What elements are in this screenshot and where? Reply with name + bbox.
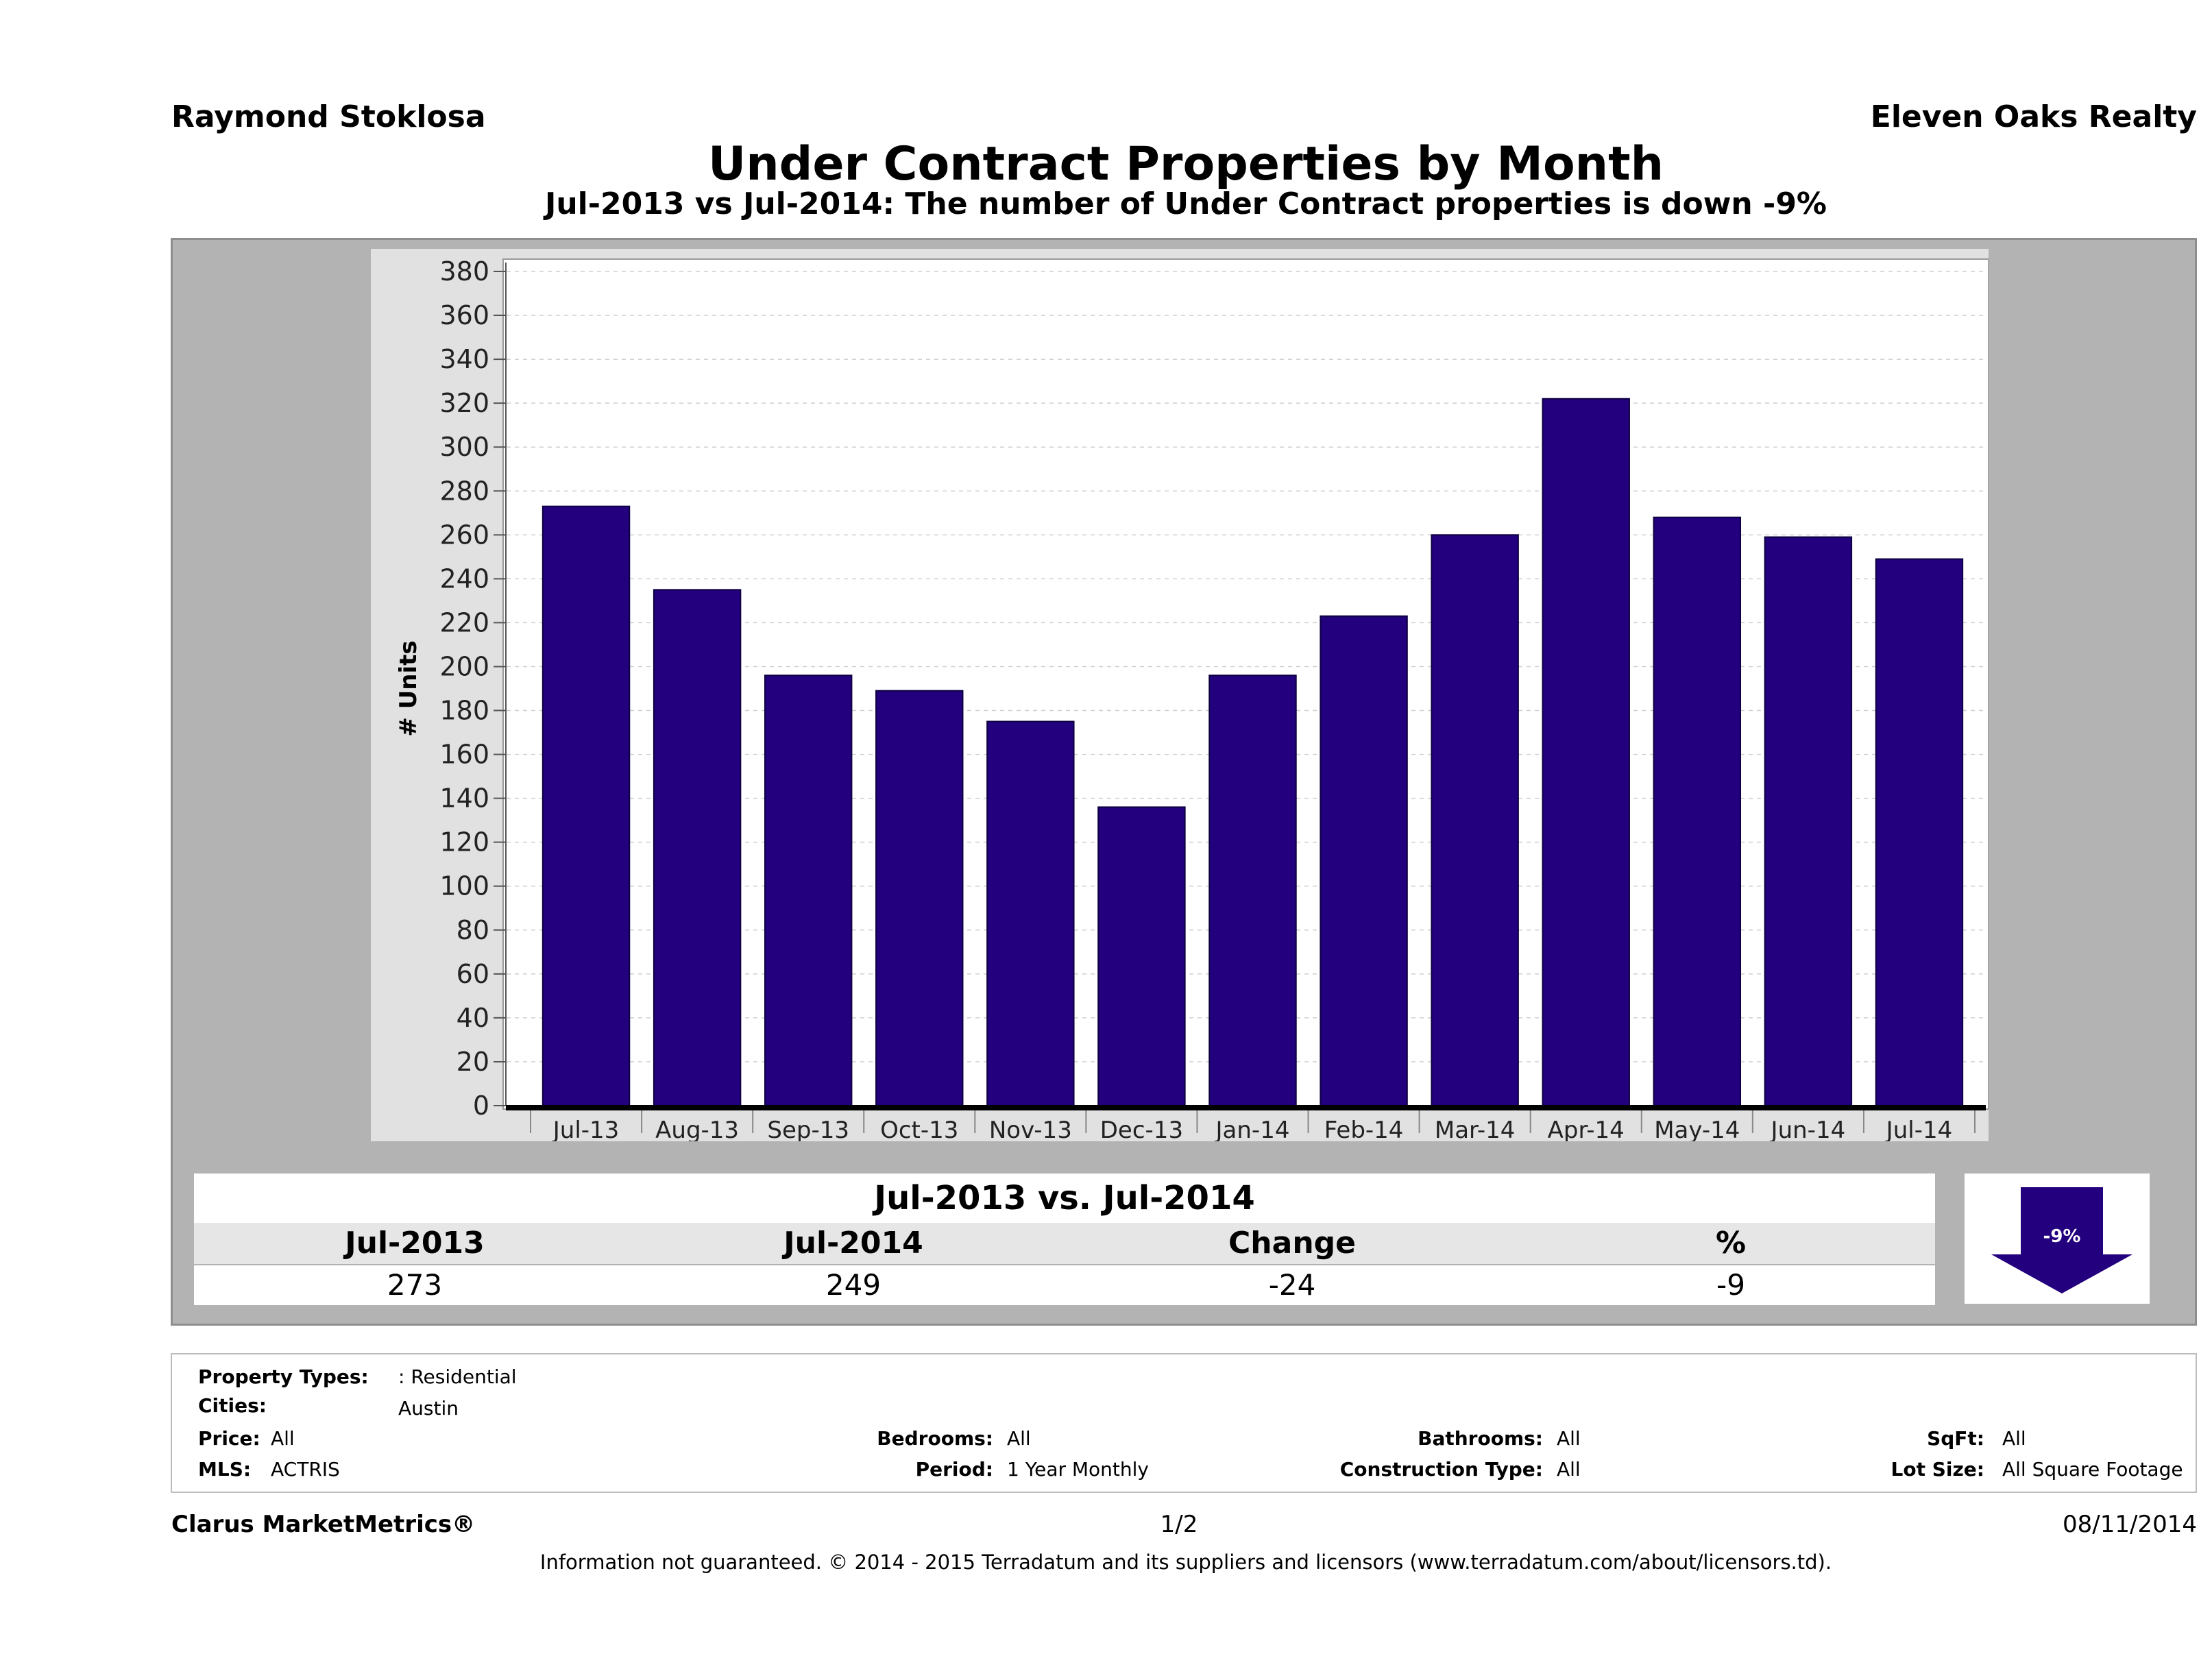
y-tick-label: 220 <box>439 607 489 637</box>
page-number: 1/2 <box>1160 1511 1198 1538</box>
x-tick-label: Aug-13 <box>655 1117 739 1141</box>
y-tick-label: 320 <box>439 388 489 418</box>
y-tick-label: 180 <box>439 696 489 726</box>
x-tick-label: Nov-13 <box>989 1117 1072 1141</box>
construction-type-value: All <box>1557 1458 1581 1481</box>
y-tick-label: 240 <box>439 563 489 594</box>
bathrooms-label: Bathrooms: <box>1418 1427 1543 1450</box>
x-tick-label: Jul-13 <box>552 1117 620 1141</box>
search-parameters: Property Types: : Residential Cities: Au… <box>171 1353 2197 1493</box>
chart-title: Under Contract Properties by Month <box>708 137 1664 191</box>
bar-jul-14 <box>1875 558 1964 1106</box>
comparison-value-row: 273 249 -24 -9 <box>194 1265 1935 1305</box>
lot-size-label: Lot Size: <box>1891 1458 1984 1481</box>
y-tick-label: 100 <box>439 871 489 901</box>
bar-mar-14 <box>1431 534 1519 1106</box>
y-axis-label: # Units <box>395 640 422 736</box>
bar-oct-13 <box>875 690 964 1106</box>
value-change: -24 <box>1268 1268 1316 1302</box>
y-tick-label: 200 <box>439 651 489 681</box>
bar-apr-14 <box>1542 398 1630 1106</box>
comparison-header-row: Jul-2013 Jul-2014 Change % <box>194 1223 1935 1264</box>
bedrooms-value: All <box>1007 1427 1031 1450</box>
header-percent: % <box>1715 1226 1747 1261</box>
x-tick-label: Jun-14 <box>1770 1117 1846 1141</box>
value-jul-2014: 249 <box>825 1268 882 1302</box>
x-tick-label: Oct-13 <box>880 1117 958 1141</box>
x-tick-label: Dec-13 <box>1100 1117 1183 1141</box>
y-tick-label: 380 <box>439 256 489 287</box>
y-tick-label: 20 <box>457 1047 489 1077</box>
badge-label: -9% <box>2043 1226 2081 1247</box>
bar-sep-13 <box>764 674 853 1106</box>
price-label: Price: <box>198 1427 260 1450</box>
period-value: 1 Year Monthly <box>1007 1458 1150 1481</box>
property-types-value: : Residential <box>398 1365 517 1388</box>
header-jul-2013: Jul-2013 <box>345 1226 485 1261</box>
x-tick-label: Apr-14 <box>1548 1117 1625 1141</box>
cities-value: Austin <box>398 1397 459 1420</box>
header-jul-2014: Jul-2014 <box>783 1226 923 1261</box>
bar-nov-13 <box>986 720 1075 1106</box>
sqft-value: All <box>2002 1427 2026 1450</box>
x-tick-label: Jul-14 <box>1885 1117 1953 1141</box>
cities-label: Cities: <box>198 1394 267 1417</box>
footer-brand: Clarus MarketMetrics® <box>171 1511 476 1538</box>
bar-feb-14 <box>1320 615 1408 1106</box>
y-tick-label: 300 <box>439 432 489 462</box>
y-tick-label: 360 <box>439 300 489 330</box>
x-tick-label: May-14 <box>1654 1117 1740 1141</box>
x-tick-label: Feb-14 <box>1324 1117 1404 1141</box>
agent-name: Raymond Stoklosa <box>171 99 486 134</box>
y-tick-label: 60 <box>457 959 489 989</box>
chart-panel: 0 20 40 60 80 100 120 140 160 180 200 220 240 260 280 3… <box>371 249 1989 1141</box>
x-tick-label: Mar-14 <box>1435 1117 1516 1141</box>
bar-jan-14 <box>1208 674 1297 1106</box>
y-tick-label: 280 <box>439 476 489 506</box>
comparison-title: Jul-2013 vs. Jul-2014 <box>194 1174 1935 1223</box>
y-tick-label: 260 <box>439 520 489 550</box>
bar-jul-13 <box>542 505 631 1106</box>
company-name: Eleven Oaks Realty <box>1870 99 2197 134</box>
bathrooms-value: All <box>1557 1427 1581 1450</box>
y-tick-label: 0 <box>473 1091 489 1121</box>
y-tick-label: 40 <box>457 1003 489 1033</box>
chart-subtitle: Jul-2013 vs Jul-2014: The number of Unde… <box>544 186 1827 221</box>
x-tick-label: Jan-14 <box>1215 1117 1290 1141</box>
down-arrow-icon: -9% <box>1991 1187 2132 1293</box>
change-badge: -9% <box>1965 1174 2150 1304</box>
bar-dec-13 <box>1097 806 1186 1106</box>
bar-aug-13 <box>653 589 742 1106</box>
x-tick-label: Sep-13 <box>767 1117 849 1141</box>
bedrooms-label: Bedrooms: <box>877 1427 993 1450</box>
disclaimer: Information not guaranteed. © 2014 - 201… <box>539 1551 1832 1574</box>
y-tick-label: 120 <box>439 827 489 858</box>
value-jul-2013: 273 <box>387 1268 443 1302</box>
y-tick-label: 140 <box>439 783 489 814</box>
y-tick-label: 160 <box>439 740 489 770</box>
mls-value: ACTRIS <box>271 1458 340 1481</box>
bar-jun-14 <box>1764 536 1853 1106</box>
y-tick-label: 340 <box>439 344 489 374</box>
lot-size-value: All Square Footage <box>2002 1458 2183 1481</box>
value-percent: -9 <box>1716 1268 1745 1302</box>
sqft-label: SqFt: <box>1927 1427 1984 1450</box>
property-types-label: Property Types: <box>198 1365 369 1388</box>
bar-may-14 <box>1653 516 1742 1106</box>
bar-chart: 0 20 40 60 80 100 120 140 160 180 200 220 240 260 280 3… <box>395 256 1989 1141</box>
mls-label: MLS: <box>198 1458 252 1481</box>
y-tick-label: 80 <box>457 915 489 945</box>
construction-type-label: Construction Type: <box>1339 1458 1543 1481</box>
header-change: Change <box>1228 1226 1356 1261</box>
period-label: Period: <box>915 1458 993 1481</box>
report-date: 08/11/2014 <box>2063 1511 2197 1538</box>
price-value: All <box>271 1427 295 1450</box>
